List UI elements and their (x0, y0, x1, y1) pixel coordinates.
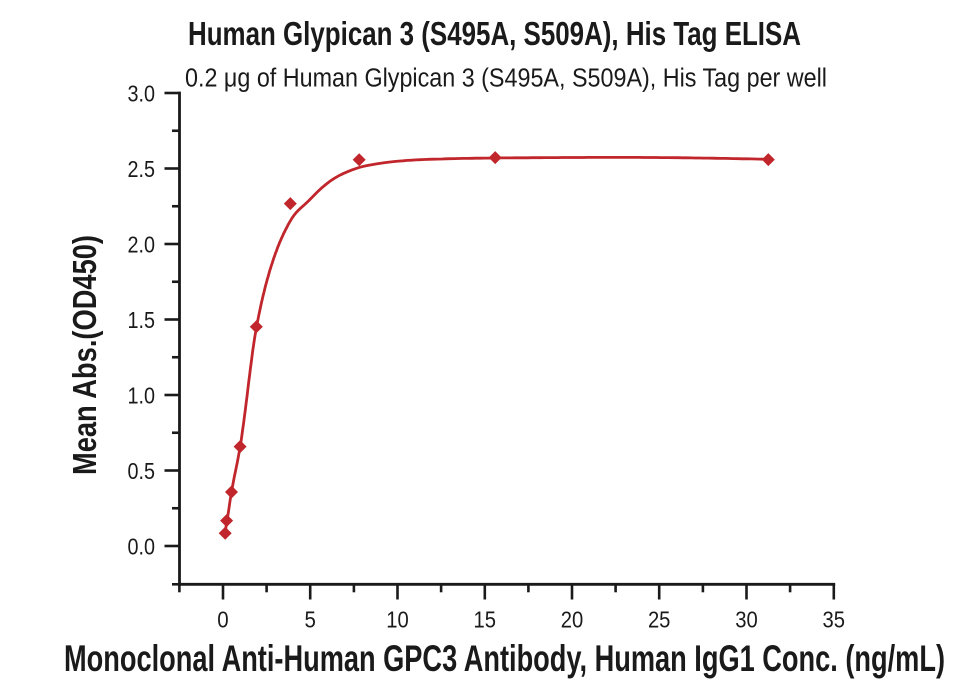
svg-text:Human Glypican 3 (S495A, S509A: Human Glypican 3 (S495A, S509A), His Tag… (188, 15, 801, 52)
svg-text:1.0: 1.0 (128, 382, 156, 408)
svg-text:0.2 μg of Human Glypican 3 (S4: 0.2 μg of Human Glypican 3 (S495A, S509A… (185, 65, 827, 93)
svg-text:10: 10 (386, 607, 409, 633)
svg-text:Mean Abs.(OD450): Mean Abs.(OD450) (66, 235, 103, 475)
svg-text:15: 15 (474, 607, 497, 633)
svg-text:5: 5 (305, 607, 316, 633)
svg-text:2.0: 2.0 (128, 231, 156, 257)
svg-text:2.5: 2.5 (128, 156, 156, 182)
svg-text:Monoclonal Anti-Human GPC3 Ant: Monoclonal Anti-Human GPC3 Antibody, Hum… (64, 638, 945, 679)
svg-text:1.5: 1.5 (128, 307, 156, 333)
svg-text:0: 0 (217, 607, 228, 633)
svg-text:20: 20 (561, 607, 584, 633)
svg-text:3.0: 3.0 (128, 80, 156, 106)
svg-text:0.0: 0.0 (128, 533, 156, 559)
svg-text:25: 25 (648, 607, 671, 633)
svg-text:35: 35 (823, 607, 846, 633)
svg-text:30: 30 (735, 607, 758, 633)
svg-text:0.5: 0.5 (128, 458, 156, 484)
